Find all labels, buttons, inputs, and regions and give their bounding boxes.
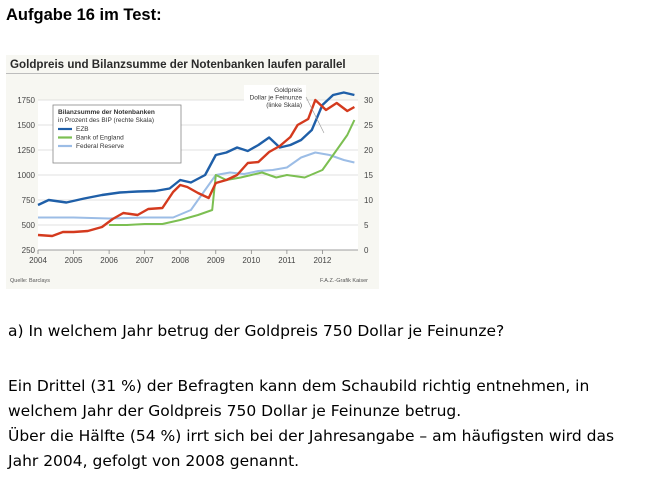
gold-label-box <box>244 85 306 115</box>
left-tick-label: 750 <box>22 196 36 205</box>
right-tick-label: 15 <box>364 171 373 180</box>
right-tick-label: 5 <box>364 221 369 230</box>
chart-title: Goldpreis und Bilanzsumme der Notenbanke… <box>10 58 346 71</box>
x-tick-label: 2007 <box>136 256 154 265</box>
left-tick-label: 250 <box>22 246 36 255</box>
x-tick-label: 2010 <box>242 256 260 265</box>
right-tick-label: 20 <box>364 146 373 155</box>
right-tick-label: 10 <box>364 196 373 205</box>
gold-label: Goldpreis <box>274 87 303 94</box>
paragraph-line: Über die Hälfte (54 %) irrt sich bei der… <box>8 427 615 445</box>
gold-label: Dollar je Feinunze <box>250 95 303 102</box>
legend-title: Bilanzsumme der Notenbanken <box>58 109 155 116</box>
x-tick-label: 2006 <box>100 256 118 265</box>
left-tick-label: 1500 <box>17 121 35 130</box>
heading: Aufgabe 16 im Test: <box>6 6 162 24</box>
legend-entry: Bank of England <box>76 135 124 142</box>
x-tick-label: 2012 <box>314 256 332 265</box>
right-tick-label: 0 <box>364 246 369 255</box>
series-line-goldpreis <box>37 98 355 238</box>
paragraph-line: Jahr 2004, gefolgt von 2008 genannt. <box>8 452 300 470</box>
chart-svg: 1750 1500 1250 1000 750 500 250 30 25 20 15 10 5 0 200… <box>6 73 379 284</box>
legend-entry: Federal Reserve <box>76 143 124 150</box>
gold-label: (linke Skala) <box>266 102 302 109</box>
legend-entry: EZB <box>76 126 89 133</box>
chart-figure: 1750 1500 1250 1000 750 500 250 30 25 20 15 10 5 0 200… <box>6 55 379 289</box>
left-tick-label: 1000 <box>17 171 35 180</box>
credit-note: F.A.Z.-Grafik Kaiser <box>320 278 368 284</box>
right-tick-label: 25 <box>364 121 373 130</box>
x-tick-label: 2004 <box>29 256 47 265</box>
legend-subtitle: in Prozent des BIP (rechte Skala) <box>58 117 154 124</box>
series-line-bank-of-england <box>109 119 356 226</box>
paragraph: Ein Drittel (31 %) der Befragten kann de… <box>8 374 653 474</box>
question: a) In welchem Jahr betrug der Goldpreis … <box>8 322 505 340</box>
right-tick-label: 30 <box>364 96 373 105</box>
left-tick-label: 500 <box>22 221 36 230</box>
left-tick-label: 1750 <box>17 96 35 105</box>
paragraph-line: Ein Drittel (31 %) der Befragten kann de… <box>8 377 590 395</box>
title-rule <box>6 73 379 74</box>
series-line-ezb <box>37 91 355 207</box>
x-tick-label: 2005 <box>65 256 83 265</box>
left-tick-label: 1250 <box>17 146 35 155</box>
x-tick-label: 2008 <box>171 256 189 265</box>
paragraph-line: welchem Jahr der Goldpreis 750 Dollar je… <box>8 402 462 420</box>
x-tick-label: 2011 <box>278 256 296 265</box>
gold-label-pointer <box>305 96 325 134</box>
source-note: Quelle: Barclays <box>10 278 50 284</box>
legend-box <box>52 104 182 164</box>
x-tick-label: 2009 <box>207 256 225 265</box>
